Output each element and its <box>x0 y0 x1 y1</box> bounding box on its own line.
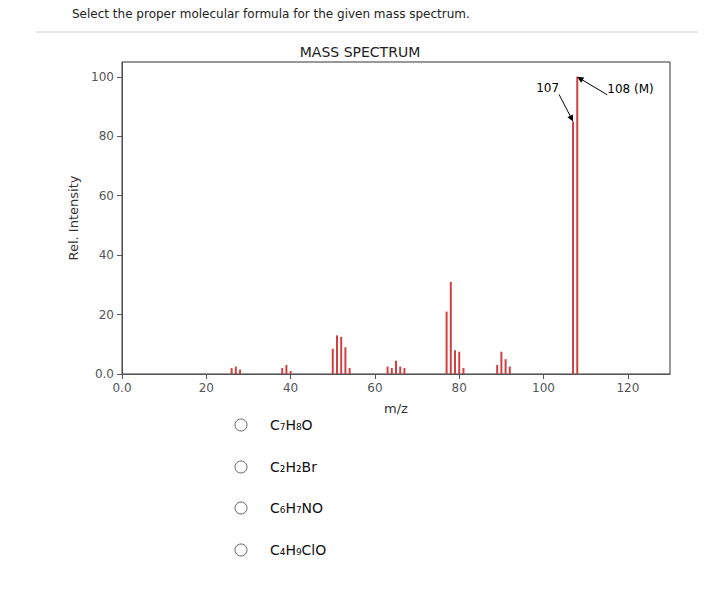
svg-text:m/z: m/z <box>384 401 408 416</box>
svg-text:20: 20 <box>199 381 214 395</box>
svg-text:Select the proper molecular fo: Select the proper molecular formula for … <box>72 7 470 21</box>
svg-text:0.0: 0.0 <box>95 367 114 381</box>
svg-text:C₂H₂Br: C₂H₂Br <box>270 459 317 475</box>
svg-text:C₆H₇NO: C₆H₇NO <box>270 500 323 516</box>
svg-text:MASS SPECTRUM: MASS SPECTRUM <box>300 44 420 60</box>
svg-text:80: 80 <box>452 381 467 395</box>
svg-text:60: 60 <box>367 381 382 395</box>
svg-text:120: 120 <box>616 381 639 395</box>
svg-text:80: 80 <box>99 129 114 143</box>
svg-text:108 (M): 108 (M) <box>607 82 653 96</box>
svg-text:60: 60 <box>99 189 114 203</box>
svg-text:40: 40 <box>283 381 298 395</box>
svg-text:C₇H₈O: C₇H₈O <box>270 417 313 433</box>
svg-text:C₄H₉ClO: C₄H₉ClO <box>270 542 326 558</box>
svg-text:100: 100 <box>532 381 555 395</box>
svg-text:40: 40 <box>99 248 114 262</box>
svg-text:100: 100 <box>91 70 114 84</box>
svg-text:20: 20 <box>99 308 114 322</box>
svg-text:0.0: 0.0 <box>112 381 131 395</box>
svg-text:Rel. Intensity: Rel. Intensity <box>66 175 81 260</box>
svg-text:107: 107 <box>536 81 559 95</box>
